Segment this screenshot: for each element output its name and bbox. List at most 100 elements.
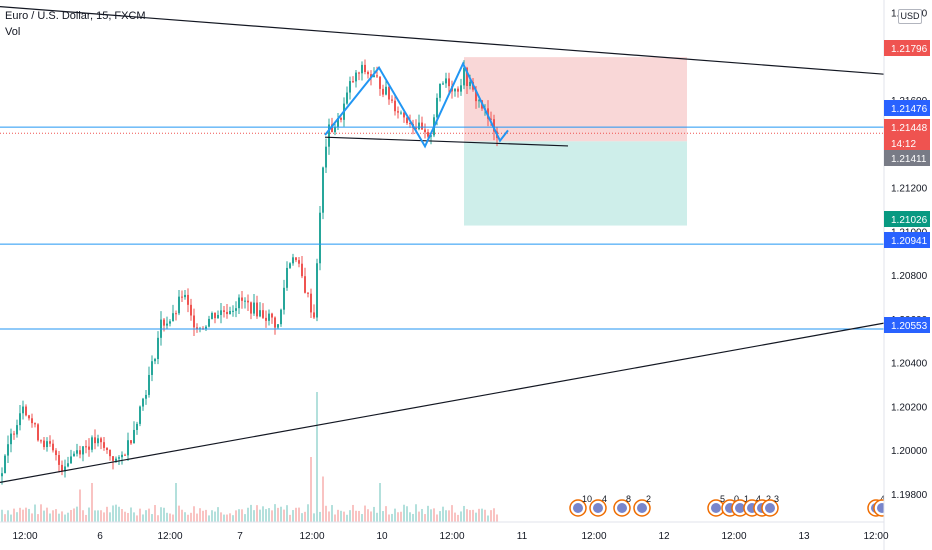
candle-body bbox=[463, 67, 465, 86]
candle-body bbox=[268, 313, 270, 321]
candle-body bbox=[181, 296, 183, 298]
event-markers: 10482501423410 bbox=[569, 494, 896, 517]
currency-badge[interactable]: USD bbox=[898, 9, 922, 24]
volume-bar bbox=[400, 511, 402, 522]
candle-body bbox=[19, 413, 21, 426]
price-label: 1.21448 bbox=[884, 119, 930, 135]
candle-body bbox=[442, 83, 444, 85]
candle-body bbox=[244, 300, 246, 302]
volume-bar bbox=[259, 509, 261, 522]
candle-body bbox=[13, 433, 15, 435]
event-count: 0 bbox=[734, 494, 739, 504]
volume-bar bbox=[169, 513, 171, 522]
candle-body bbox=[16, 425, 18, 435]
volume-bar bbox=[175, 483, 177, 522]
volume-bar bbox=[448, 510, 450, 522]
candle-body bbox=[427, 132, 429, 137]
candle-body bbox=[322, 167, 324, 213]
candle-body bbox=[340, 117, 342, 120]
volume-bar bbox=[454, 512, 456, 522]
candle-body bbox=[157, 337, 159, 360]
time-tick-label: 12:00 bbox=[439, 531, 464, 542]
candle-body bbox=[73, 453, 75, 457]
candle-body bbox=[10, 433, 12, 445]
volume-bar bbox=[139, 508, 141, 522]
candle-body bbox=[466, 67, 468, 86]
volume-bar bbox=[235, 510, 237, 522]
volume-bar bbox=[265, 509, 267, 522]
price-tick-label: 1.20400 bbox=[891, 359, 928, 370]
flag-icon bbox=[593, 503, 603, 513]
volume-bar bbox=[217, 507, 219, 522]
volume-bar bbox=[94, 510, 96, 522]
candle-body bbox=[355, 72, 357, 82]
candle-body bbox=[217, 314, 219, 319]
price-tick-label: 1.20200 bbox=[891, 402, 928, 413]
volume-bar bbox=[283, 509, 285, 522]
volume-bar bbox=[73, 508, 75, 522]
volume-bar bbox=[160, 507, 162, 522]
volume-bar bbox=[295, 507, 297, 522]
candle-body bbox=[115, 458, 117, 461]
time-tick-label: 12:00 bbox=[12, 531, 37, 542]
price-label-bg bbox=[884, 317, 930, 333]
price-label: 1.20553 bbox=[884, 317, 930, 333]
volume-bar bbox=[376, 512, 378, 522]
volume-bar bbox=[373, 506, 375, 522]
volume-bar bbox=[355, 510, 357, 522]
candle-body bbox=[226, 311, 228, 315]
candle-body bbox=[220, 310, 222, 315]
volume-bar bbox=[316, 392, 318, 522]
candle-body bbox=[7, 444, 9, 456]
volume-bar bbox=[307, 504, 309, 522]
volume-bar bbox=[88, 507, 90, 522]
candle-body bbox=[382, 88, 384, 95]
time-tick-label: 11 bbox=[517, 531, 528, 542]
lower-trend-line bbox=[0, 322, 885, 483]
volume-label: Vol bbox=[5, 26, 21, 38]
time-tick-label: 12 bbox=[658, 531, 670, 542]
double-top-pattern bbox=[324, 61, 509, 149]
volume-bar bbox=[232, 515, 234, 522]
volume-bar bbox=[127, 512, 129, 522]
volume-bar bbox=[253, 510, 255, 522]
volume-bar bbox=[370, 511, 372, 522]
price-label-text: 1.20553 bbox=[891, 321, 928, 332]
volume-bar bbox=[328, 511, 330, 522]
candle-body bbox=[40, 440, 42, 442]
volume-bar bbox=[433, 508, 435, 522]
volume-bar bbox=[385, 506, 387, 522]
price-label-text: 1.21411 bbox=[891, 154, 927, 165]
candle-body bbox=[256, 302, 258, 317]
event-count: 3 bbox=[774, 494, 779, 504]
candle-body bbox=[349, 81, 351, 93]
candle-body bbox=[379, 76, 381, 89]
candle-body bbox=[364, 64, 366, 73]
candle-body bbox=[238, 297, 240, 309]
volume-bar bbox=[403, 504, 405, 522]
volume-bar bbox=[115, 504, 117, 522]
candle-body bbox=[139, 406, 141, 424]
volume-bar bbox=[148, 508, 150, 522]
candle-body bbox=[346, 92, 348, 104]
time-tick-label: 12:00 bbox=[721, 531, 746, 542]
volume-bar bbox=[106, 506, 108, 522]
candle-body bbox=[394, 100, 396, 112]
candle-body bbox=[298, 260, 300, 264]
candle-body bbox=[100, 438, 102, 443]
price-label-text: 1.21796 bbox=[891, 44, 928, 55]
volume-bar bbox=[388, 514, 390, 522]
volume-bar bbox=[241, 509, 243, 522]
candle-body bbox=[460, 85, 462, 92]
candle-body bbox=[325, 146, 327, 168]
candle-body bbox=[211, 313, 213, 319]
volume-bar bbox=[289, 514, 291, 522]
candle-body bbox=[406, 117, 408, 124]
candle-body bbox=[289, 263, 291, 268]
candle-body bbox=[205, 326, 207, 329]
volume-bar bbox=[391, 513, 393, 522]
volume-bar bbox=[346, 514, 348, 522]
volume-bar bbox=[358, 510, 360, 522]
candle-body bbox=[286, 267, 288, 288]
